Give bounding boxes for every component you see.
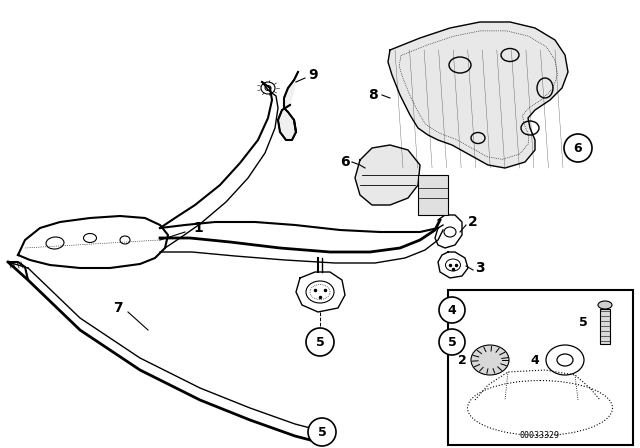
Circle shape	[308, 418, 336, 446]
Text: 1: 1	[193, 221, 203, 235]
Ellipse shape	[557, 354, 573, 366]
Text: 7: 7	[113, 301, 123, 315]
Text: 2: 2	[458, 353, 467, 366]
Text: 8: 8	[368, 88, 378, 102]
Text: 5: 5	[317, 426, 326, 439]
Polygon shape	[355, 145, 420, 205]
Text: 3: 3	[475, 261, 484, 275]
Bar	[418, 175, 448, 215]
Polygon shape	[388, 22, 568, 168]
Text: 4: 4	[447, 303, 456, 316]
Text: 00033329: 00033329	[520, 431, 560, 440]
Text: 4: 4	[531, 353, 540, 366]
Text: 6: 6	[573, 142, 582, 155]
Polygon shape	[278, 72, 298, 140]
Ellipse shape	[471, 345, 509, 375]
Ellipse shape	[546, 345, 584, 375]
Bar	[448, 290, 633, 445]
Text: 5: 5	[316, 336, 324, 349]
Text: 9: 9	[308, 68, 317, 82]
Ellipse shape	[598, 301, 612, 309]
Circle shape	[439, 297, 465, 323]
Text: 2: 2	[468, 215, 477, 229]
Circle shape	[306, 328, 334, 356]
Text: 5: 5	[447, 336, 456, 349]
Bar	[600, 309, 610, 344]
Text: 6: 6	[340, 155, 350, 169]
Circle shape	[439, 329, 465, 355]
Circle shape	[564, 134, 592, 162]
Text: 5: 5	[579, 315, 588, 328]
